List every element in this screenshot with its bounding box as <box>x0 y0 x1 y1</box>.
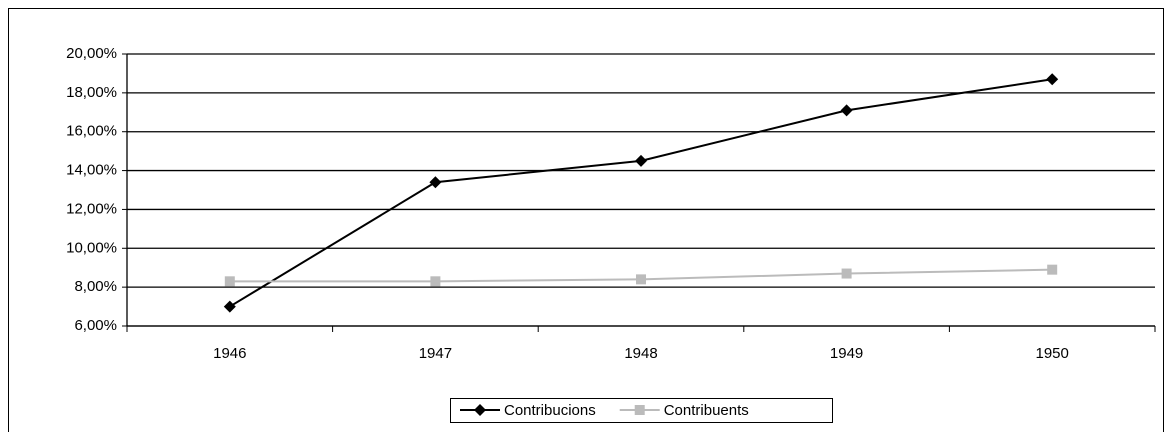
y-tick-label: 18,00% <box>66 84 117 101</box>
legend-label: Contribuents <box>664 402 749 419</box>
y-tick-label: 10,00% <box>66 239 117 256</box>
y-tick-label: 14,00% <box>66 162 117 179</box>
marker <box>634 405 645 415</box>
y-tick-label: 16,00% <box>66 123 117 140</box>
x-tick-label: 1948 <box>624 345 657 362</box>
marker <box>841 268 852 279</box>
x-tick-label: 1949 <box>830 345 863 362</box>
marker <box>474 404 486 416</box>
marker <box>636 274 646 285</box>
x-tick-label: 1950 <box>1036 345 1069 362</box>
x-tick-label: 1947 <box>419 345 452 362</box>
y-tick-label: 8,00% <box>74 278 117 295</box>
marker <box>224 276 235 287</box>
marker <box>1047 264 1058 275</box>
marker <box>223 300 236 313</box>
marker <box>840 104 853 117</box>
legend-label: Contribucions <box>504 402 596 419</box>
y-tick-label: 20,00% <box>66 45 117 62</box>
legend: Contribucions Contribuents <box>450 398 833 423</box>
y-tick-label: 6,00% <box>74 317 117 334</box>
chart-frame <box>8 8 1164 432</box>
marker <box>430 276 441 287</box>
y-tick-label: 12,00% <box>66 200 117 217</box>
marker <box>1046 73 1059 86</box>
marker <box>429 176 442 189</box>
marker <box>635 154 647 167</box>
x-tick-label: 1946 <box>213 345 246 362</box>
